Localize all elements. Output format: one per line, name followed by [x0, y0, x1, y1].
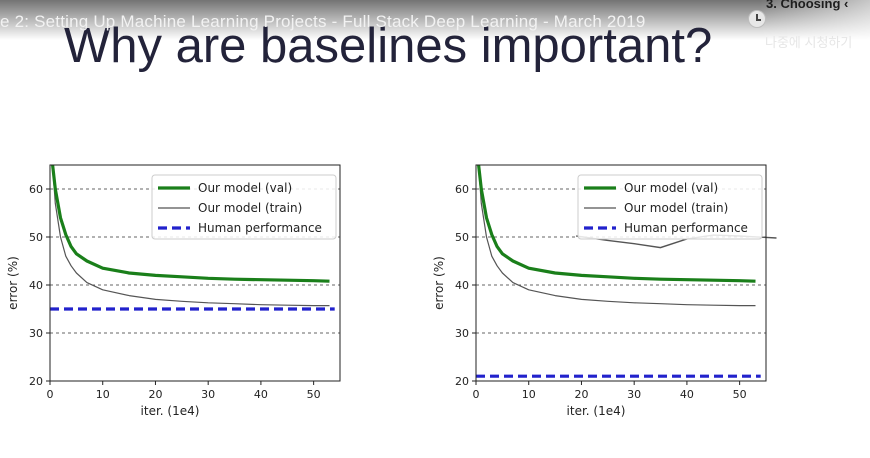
chapter-label[interactable]: 3. Choosing ‹ [766, 0, 849, 11]
x-axis-label: iter. (1e4) [141, 404, 200, 418]
legend: Our model (val) Our model (train) Human pe… [151, 174, 337, 240]
legend-label: Human performance [198, 221, 322, 235]
x-tick-label: 50 [307, 388, 321, 401]
x-tick-label: 0 [47, 388, 54, 401]
y-tick-label: 50 [455, 231, 469, 244]
x-tick-label: 10 [522, 388, 536, 401]
legend-label: Our model (train) [624, 201, 728, 215]
series-line-our-model-val [51, 164, 330, 283]
x-tick-label: 50 [733, 388, 747, 401]
chart-1: 0 10 20 30 40 50 20 30 40 50 60 iter. (1e4) error (%… [6, 164, 341, 418]
x-tick-label: 30 [627, 388, 641, 401]
y-tick-label: 60 [29, 183, 43, 196]
y-axis-label: error (%) [432, 256, 446, 310]
x-tick-label: 40 [254, 388, 268, 401]
watch-later-clock-icon[interactable] [748, 10, 766, 28]
y-tick-label: 40 [455, 279, 469, 292]
legend-box [151, 174, 337, 240]
video-controls-overlay [760, 0, 870, 52]
legend-label: Our model (val) [198, 181, 292, 195]
y-tick-label: 60 [455, 183, 469, 196]
x-tick-label: 20 [148, 388, 162, 401]
x-tick-label: 40 [680, 388, 694, 401]
legend-label: Our model (val) [624, 181, 718, 195]
y-axis-label: error (%) [6, 256, 20, 310]
video-top-overlay [0, 0, 870, 40]
x-axis-label: iter. (1e4) [567, 404, 626, 418]
legend: Our model (val) Our model (train) Human pe… [577, 174, 763, 240]
series-line-our-model-val [477, 164, 756, 283]
legend-label: Human performance [624, 221, 748, 235]
plot-frame [475, 164, 767, 382]
x-tick-label: 10 [96, 388, 110, 401]
y-tick-label: 30 [29, 327, 43, 340]
y-tick-label: 20 [455, 375, 469, 388]
y-tick-label: 40 [29, 279, 43, 292]
y-tick-label: 20 [29, 375, 43, 388]
series-line-our-model-train [478, 164, 756, 307]
x-tick-label: 30 [201, 388, 215, 401]
chart-2: 0 10 20 30 40 50 20 30 40 50 60 iter. (1e4) error (%… [432, 164, 777, 418]
y-tick-label: 50 [29, 231, 43, 244]
x-tick-label: 0 [473, 388, 480, 401]
watch-later-label[interactable]: 나중에 시청하기 [765, 35, 853, 50]
y-tick-label: 30 [455, 327, 469, 340]
slide-title: Why are baselines important? [64, 19, 713, 73]
legend-box [577, 174, 763, 240]
plot-frame [49, 164, 341, 382]
x-tick-label: 20 [574, 388, 588, 401]
video-title[interactable]: e 2: Setting Up Machine Learning Project… [0, 12, 646, 31]
legend-label: Our model (train) [198, 201, 302, 215]
series-line-our-model-train [52, 164, 330, 307]
